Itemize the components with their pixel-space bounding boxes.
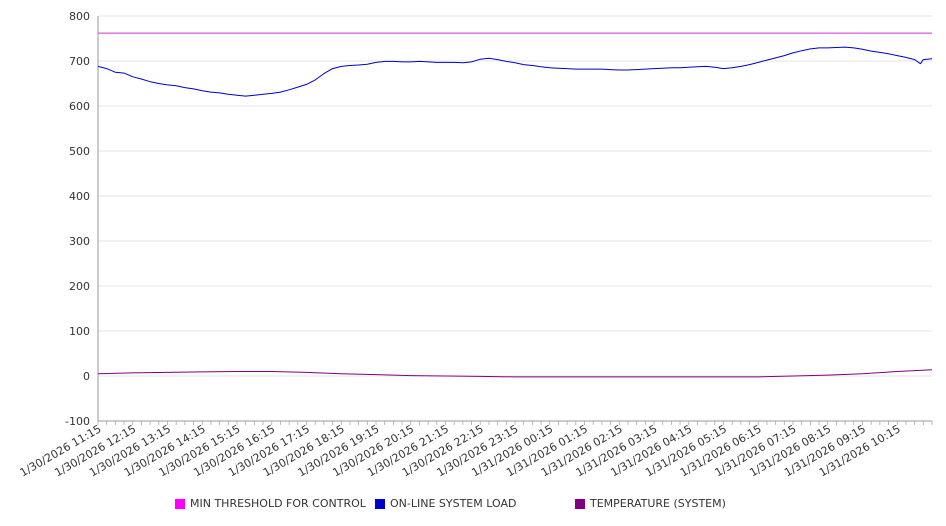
y-axis-tick-labels: 800 700 600 500 400 300 200 100 0 -100 (65, 10, 90, 428)
x-axis-tick-labels: 1/30/2026 11:151/30/2026 12:151/30/2026 … (18, 422, 903, 479)
y-tick-label: -100 (65, 415, 90, 428)
legend-label-threshold: MIN THRESHOLD FOR CONTROL (190, 497, 366, 510)
series-lines (97, 32, 933, 378)
legend-item-threshold[interactable]: MIN THRESHOLD FOR CONTROL (175, 497, 366, 510)
legend-label-system-load: ON-LINE SYSTEM LOAD (390, 497, 517, 510)
legend-label-temperature: TEMPERATURE (SYSTEM) (590, 497, 726, 510)
legend-swatch-system-load (375, 498, 385, 509)
y-tick-label: 0 (83, 370, 90, 383)
series-line-system-load (97, 46, 933, 97)
grid-lines (98, 15, 932, 422)
y-tick-label: 700 (69, 55, 90, 68)
series-line-temperature (97, 369, 933, 378)
legend: MIN THRESHOLD FOR CONTROL ON-LINE SYSTEM… (0, 497, 946, 515)
x-axis-minor-ticks (97, 421, 933, 425)
legend-swatch-temperature (575, 498, 585, 509)
y-tick-label: 100 (69, 325, 90, 338)
axes (97, 16, 932, 422)
y-tick-label: 300 (69, 235, 90, 248)
legend-item-system-load[interactable]: ON-LINE SYSTEM LOAD (375, 497, 516, 510)
y-tick-label: 600 (69, 100, 90, 113)
y-tick-label: 400 (69, 190, 90, 203)
y-tick-label: 800 (69, 10, 90, 23)
y-tick-label: 200 (69, 280, 90, 293)
legend-swatch-threshold (175, 498, 185, 509)
y-tick-label: 500 (69, 145, 90, 158)
legend-item-temperature[interactable]: TEMPERATURE (SYSTEM) (575, 497, 726, 510)
